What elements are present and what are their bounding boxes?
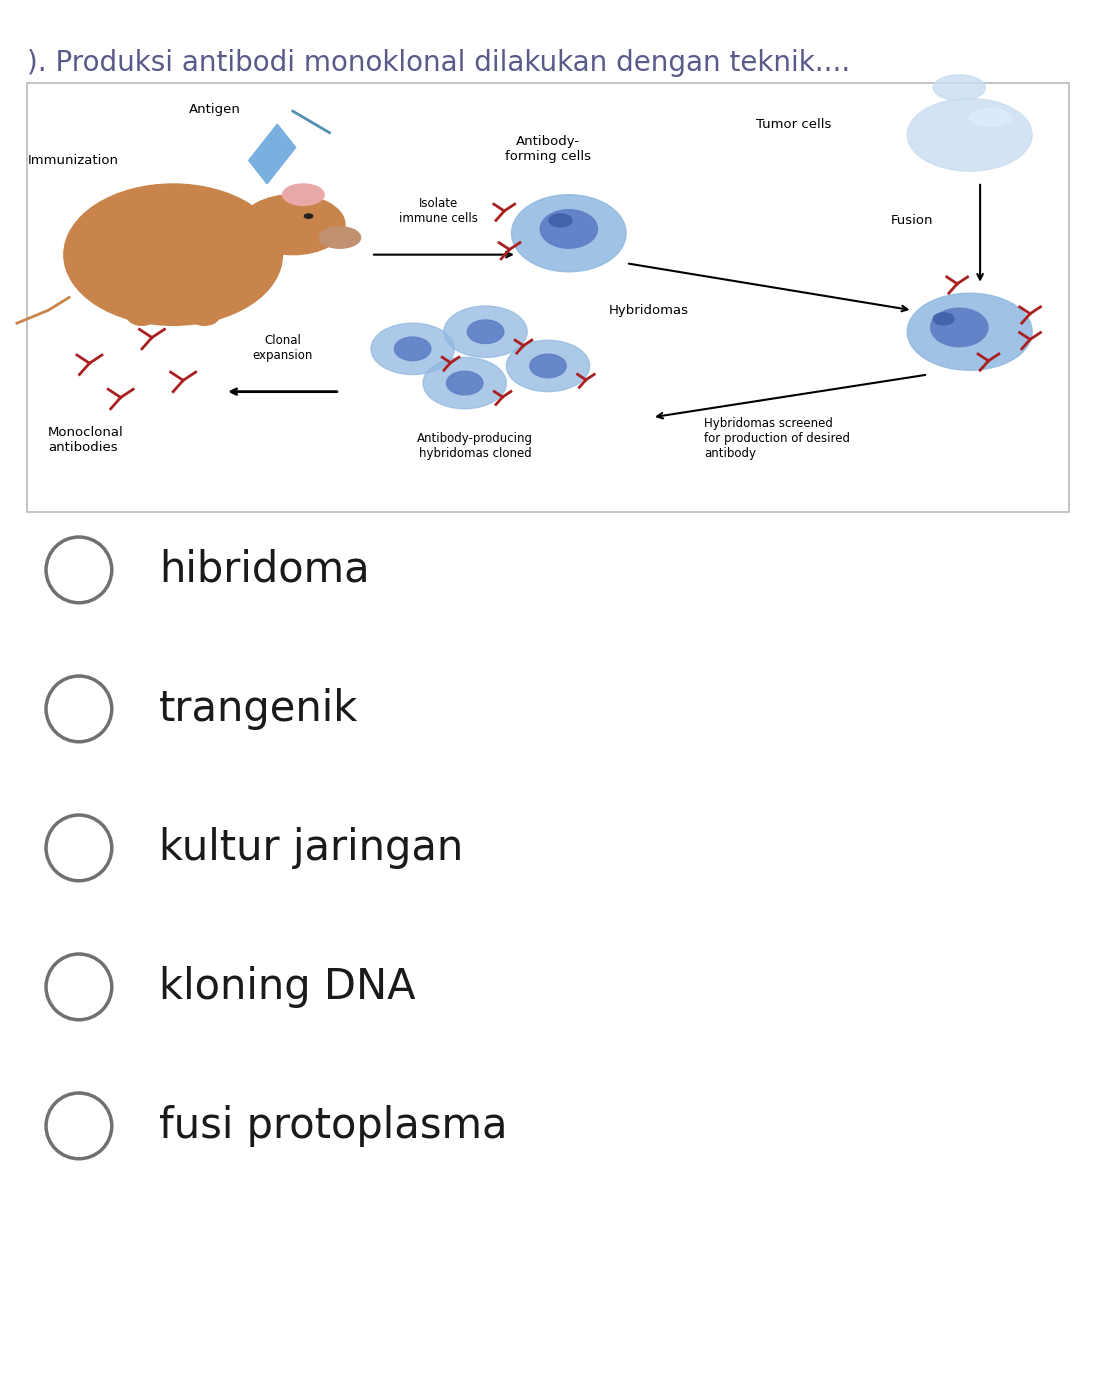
Ellipse shape bbox=[423, 357, 506, 409]
Ellipse shape bbox=[540, 210, 597, 249]
Ellipse shape bbox=[506, 341, 590, 392]
Ellipse shape bbox=[907, 99, 1032, 171]
Text: Monoclonal
antibodies: Monoclonal antibodies bbox=[48, 425, 124, 455]
Ellipse shape bbox=[446, 371, 483, 395]
Ellipse shape bbox=[241, 195, 345, 254]
Text: Antigen: Antigen bbox=[189, 103, 241, 115]
Text: Tumor cells: Tumor cells bbox=[756, 118, 832, 131]
Ellipse shape bbox=[467, 320, 504, 343]
Ellipse shape bbox=[283, 183, 324, 206]
Ellipse shape bbox=[126, 304, 158, 325]
Ellipse shape bbox=[444, 306, 527, 357]
Ellipse shape bbox=[64, 183, 283, 325]
Text: Antibody-producing
hybridomas cloned: Antibody-producing hybridomas cloned bbox=[418, 432, 533, 460]
Text: hibridoma: hibridoma bbox=[159, 549, 369, 591]
Text: Clonal
expansion: Clonal expansion bbox=[252, 334, 312, 361]
Ellipse shape bbox=[529, 354, 567, 378]
Text: kloning DNA: kloning DNA bbox=[159, 966, 415, 1008]
Text: Immunization: Immunization bbox=[27, 154, 118, 167]
Ellipse shape bbox=[549, 214, 572, 227]
Text: Hybridomas: Hybridomas bbox=[608, 304, 688, 317]
Text: Hybridomas screened
for production of desired
antibody: Hybridomas screened for production of de… bbox=[704, 417, 850, 460]
Ellipse shape bbox=[305, 214, 312, 218]
Text: ). Produksi antibodi monoklonal dilakukan dengan teknik....: ). Produksi antibodi monoklonal dilakuka… bbox=[27, 49, 850, 76]
Bar bbox=[249, 124, 296, 183]
Text: kultur jaringan: kultur jaringan bbox=[159, 827, 464, 869]
Ellipse shape bbox=[970, 108, 1012, 126]
Text: Fusion: Fusion bbox=[891, 214, 934, 227]
Text: Antibody-
forming cells: Antibody- forming cells bbox=[505, 135, 591, 163]
Ellipse shape bbox=[934, 75, 985, 100]
Ellipse shape bbox=[931, 309, 987, 346]
Ellipse shape bbox=[319, 227, 361, 249]
Text: fusi protoplasma: fusi protoplasma bbox=[159, 1105, 507, 1147]
Text: trangenik: trangenik bbox=[159, 688, 358, 730]
Ellipse shape bbox=[395, 336, 431, 360]
Text: Isolate
immune cells: Isolate immune cells bbox=[399, 196, 478, 225]
Ellipse shape bbox=[512, 195, 626, 272]
Ellipse shape bbox=[370, 322, 455, 374]
Ellipse shape bbox=[907, 293, 1032, 370]
FancyBboxPatch shape bbox=[27, 83, 1069, 512]
Ellipse shape bbox=[933, 313, 954, 325]
Ellipse shape bbox=[189, 304, 220, 325]
